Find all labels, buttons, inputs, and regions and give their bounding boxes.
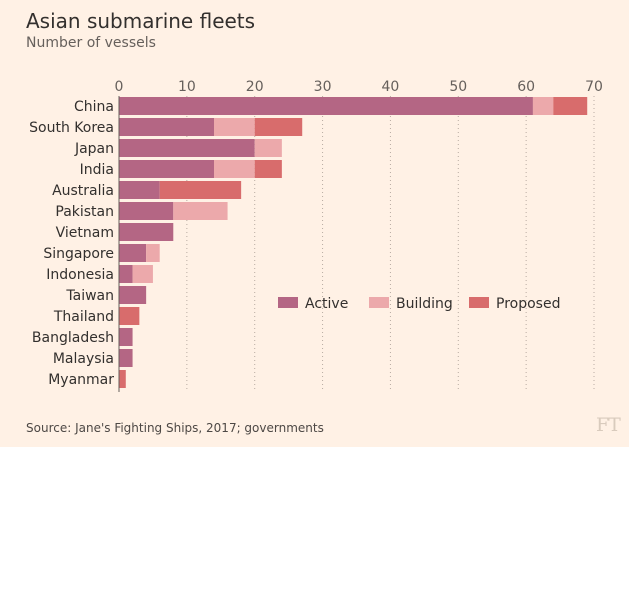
bar-segment [119,202,174,220]
legend-label: Proposed [496,296,560,312]
x-tick-label: 60 [517,79,535,95]
bar-segment [119,160,214,178]
x-tick-label: 40 [382,79,400,95]
category-label: Myanmar [48,372,114,388]
bar-segment [119,265,133,283]
bar-segment [159,181,242,199]
bar-segment [119,349,133,367]
legend-swatch [469,297,489,308]
bar-segment [119,244,147,262]
category-label: Singapore [43,246,114,262]
category-label: Pakistan [55,204,114,220]
x-tick-label: 0 [115,79,124,95]
bar-chart: 0 10 20 30 40 50 60 70 China South Korea Japan Indi… [29,79,603,392]
legend-label: Active [305,296,348,312]
bar-segment [173,202,228,220]
bar-segment [119,286,147,304]
ft-logo: FT [596,414,621,436]
category-label: Malaysia [53,351,114,367]
category-label: Indonesia [46,267,114,283]
chart-title: Asian submarine fleets [26,9,256,33]
bar-segment [553,97,588,115]
category-label: Australia [52,183,114,199]
bar-segment [119,118,214,136]
x-tick-label: 50 [449,79,467,95]
bar-segment [146,244,160,262]
bar-segment [119,307,140,325]
bar-segment [132,265,153,283]
legend-swatch [369,297,389,308]
category-label: Bangladesh [32,330,114,346]
bar-segment [254,160,282,178]
legend-swatch [278,297,298,308]
bar-segment [119,97,533,115]
bar-segment [119,139,255,157]
x-tick-label: 10 [178,79,196,95]
bar-segment [214,118,255,136]
category-label: Taiwan [65,288,114,304]
bar-segment [119,181,160,199]
category-label: Vietnam [56,225,114,241]
x-tick-label: 70 [585,79,603,95]
category-label: Japan [74,141,114,157]
bar-segment [254,139,282,157]
category-label: Thailand [53,309,114,325]
category-label: China [74,99,114,115]
bar-segment [119,370,126,388]
legend-label: Building [396,296,453,312]
bar-segment [214,160,255,178]
category-label: South Korea [29,120,114,136]
bar-segment [119,223,174,241]
bar-segment [532,97,554,115]
bar-segment [254,118,303,136]
chart-subtitle: Number of vessels [26,35,156,51]
source-note: Source: Jane's Fighting Ships, 2017; gov… [26,421,324,435]
category-label: India [80,162,114,178]
chart-card: Asian submarine fleets Number of vessels… [0,0,629,447]
bar-segment [119,328,133,346]
x-tick-label: 30 [314,79,332,95]
x-tick-label: 20 [246,79,264,95]
